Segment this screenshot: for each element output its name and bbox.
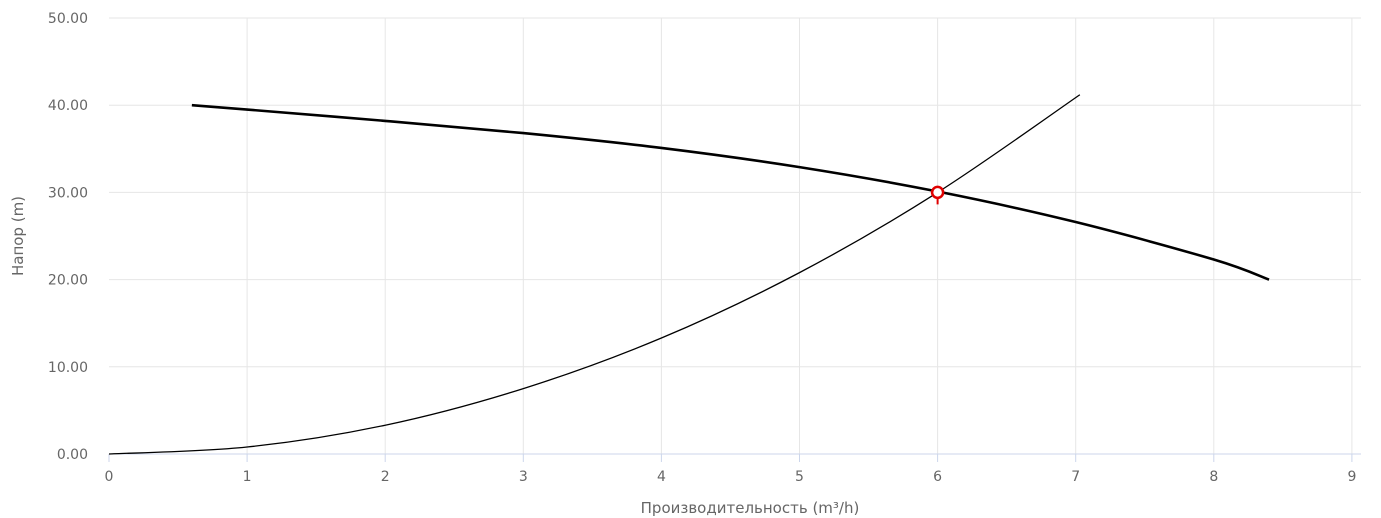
grid-lines [109,17,1361,454]
x-tick-label: 3 [519,469,528,485]
operating-point-marker [930,185,945,200]
x-tick-label: 7 [1071,469,1080,485]
x-tick-label: 5 [795,469,804,485]
x-tick-label: 4 [657,469,666,485]
x-tick-label: 6 [933,469,942,485]
pump-curve-line [191,103,1270,281]
y-tick-label: 30.00 [48,185,88,201]
x-tick-label: 0 [105,469,114,485]
y-axis-tick-labels: 0.00 10.00 20.00 30.00 40.00 50.00 [48,11,88,463]
y-tick-label: 10.00 [48,360,88,376]
system-curve-line [108,94,1081,455]
y-tick-label: 0.00 [57,447,88,463]
x-tick-label: 2 [381,469,390,485]
series-lines [108,94,1270,455]
y-tick-label: 40.00 [48,98,88,114]
operating-point-layer [930,185,945,205]
x-tick-label: 1 [243,469,252,485]
x-axis-title: Производительность (m³/h) [641,499,860,517]
y-axis-title: Напор (m) [9,196,27,276]
x-axis-tick-labels: 0 1 2 3 4 5 6 7 8 9 [105,469,1357,485]
axes [108,453,1361,462]
y-tick-label: 20.00 [48,273,88,289]
y-tick-label: 50.00 [48,11,88,27]
x-tick-label: 8 [1209,469,1218,485]
x-tick-label: 9 [1347,469,1356,485]
